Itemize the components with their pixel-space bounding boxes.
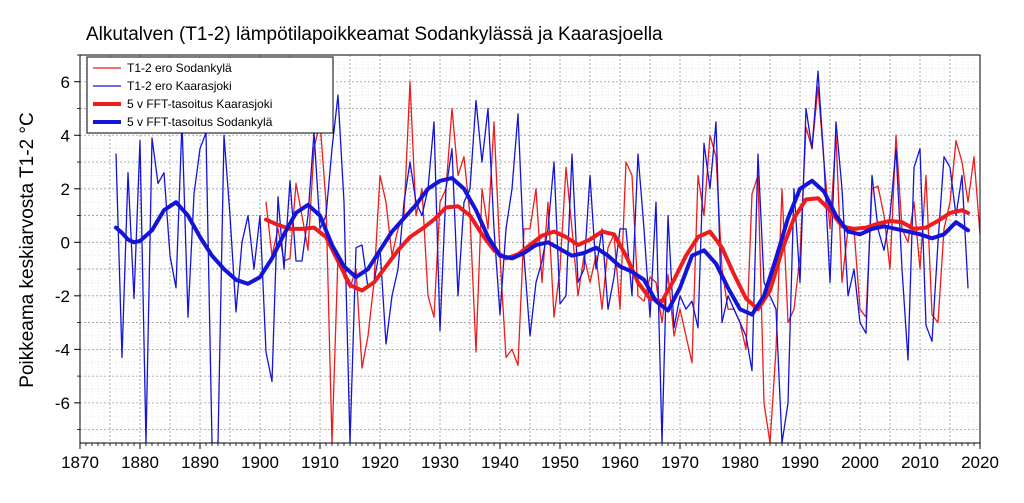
x-tick-label: 1920 (361, 453, 399, 472)
x-tick-label: 1990 (781, 453, 819, 472)
x-tick-label: 1870 (61, 453, 99, 472)
x-tick-label: 1880 (121, 453, 159, 472)
legend-label: 5 v FFT-tasoitus Sodankylä (127, 115, 273, 129)
y-tick-label: -2 (55, 287, 70, 306)
plot-area: 1870 1880 1890 1900 1910 1920 1930 1940 1950 1960… (55, 54, 999, 472)
x-tick-label: 1970 (661, 453, 699, 472)
x-tick-label: 2010 (901, 453, 939, 472)
x-axis: 1870 1880 1890 1900 1910 1920 1930 1940 1950 1960… (61, 443, 999, 472)
x-tick-label: 1950 (541, 453, 579, 472)
legend-label: T1-2 ero Sodankylä (127, 61, 232, 75)
x-tick-label: 1900 (241, 453, 279, 472)
series-line-fft-kaarasjoki (264, 196, 970, 312)
legend-box (86, 56, 334, 134)
series-line-fft-sodankyla (114, 176, 970, 317)
chart-title: Alkutalven (T1-2) lämpötilapoikkeamat So… (86, 24, 663, 45)
x-tick-label: 1890 (181, 453, 219, 472)
y-tick-label: -4 (55, 340, 70, 359)
x-tick-label: 1960 (601, 453, 639, 472)
x-tick-label: 1980 (721, 453, 759, 472)
series-line-t12-sodankyla (265, 81, 980, 443)
legend-label: T1-2 ero Kaarasjoki (127, 79, 232, 93)
x-tick-label: 1940 (481, 453, 519, 472)
x-tick-label: 2000 (841, 453, 879, 472)
series-group (114, 70, 980, 443)
major-grid (79, 54, 981, 443)
x-tick-label: 1930 (421, 453, 459, 472)
y-tick-label: 4 (61, 126, 70, 145)
y-tick-label: -6 (55, 394, 70, 413)
x-tick-label: 2020 (961, 453, 999, 472)
y-axis-title: Poikkeama keskiarvosta T1-2 °C (17, 112, 38, 387)
legend-label: 5 v FFT-tasoitus Kaarasjoki (127, 97, 272, 111)
y-axis: -6 -4 -2 0 2 4 6 (55, 54, 80, 431)
x-tick-label: 1910 (301, 453, 339, 472)
y-tick-label: 6 (61, 73, 70, 92)
y-tick-label: 0 (61, 233, 70, 252)
y-tick-label: 2 (61, 180, 70, 199)
legend: T1-2 ero Sodankylä T1-2 ero Kaarasjoki 5 v… (86, 56, 334, 134)
series-line-t12-kaarasjoki (115, 70, 969, 443)
